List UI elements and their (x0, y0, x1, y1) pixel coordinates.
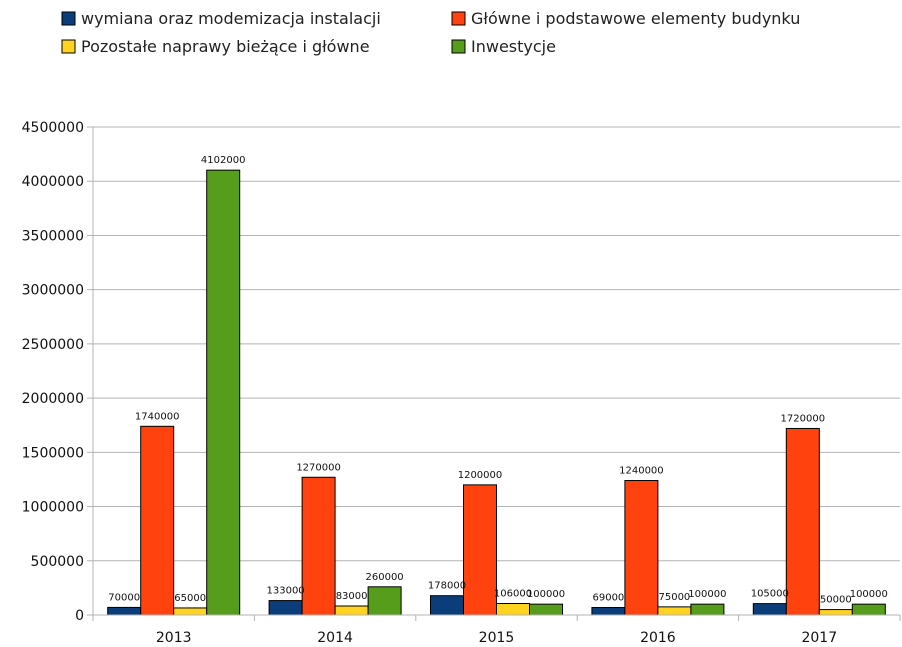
data-label: 1740000 (135, 411, 180, 422)
legend-swatch-2 (451, 11, 466, 26)
bar-2013-series-4 (206, 169, 241, 616)
x-tick-label: 2016 (640, 630, 676, 646)
data-label: 1720000 (781, 413, 826, 424)
y-tick-label: 500000 (31, 554, 84, 570)
bar-2013-series-2 (140, 425, 175, 616)
data-label: 1270000 (296, 462, 341, 473)
bar-2014-series-3 (334, 605, 369, 616)
bar-2017-series-4 (851, 603, 886, 616)
bar-2016-series-3 (657, 606, 692, 616)
legend: wymiana oraz modemizacja instalacji Główn… (61, 9, 800, 56)
y-tick-label: 2500000 (22, 337, 84, 353)
bar-2014-series-2 (301, 476, 336, 616)
bar-2013-series-1 (107, 606, 142, 616)
bar-2017-series-3 (818, 609, 853, 616)
data-label: 1240000 (619, 466, 664, 477)
bar-2015-series-1 (430, 595, 464, 616)
data-label: 133000 (267, 586, 305, 597)
data-label: 106000 (494, 589, 532, 600)
data-label: 4102000 (201, 155, 246, 166)
y-tick-label: 1000000 (22, 500, 84, 516)
data-label: 105000 (751, 589, 789, 600)
bar-2015-series-2 (463, 484, 497, 616)
x-tick-label: 2017 (801, 630, 837, 646)
x-tick-label: 2014 (317, 630, 353, 646)
bar-2013-series-3 (173, 607, 208, 616)
y-tick-label: 4500000 (22, 120, 84, 136)
x-tick-label: 2015 (479, 630, 515, 646)
data-label: 178000 (428, 581, 466, 592)
bar-2014-series-1 (268, 600, 303, 616)
y-tick-label: 3000000 (22, 283, 84, 299)
bar-2017-series-2 (785, 427, 820, 616)
y-tick-label: 4000000 (22, 174, 84, 190)
data-label: 65000 (174, 593, 206, 604)
data-label: 100000 (688, 589, 726, 600)
data-label: 260000 (366, 572, 404, 583)
y-tick-label: 3500000 (22, 228, 84, 244)
data-label: 70000 (108, 592, 140, 603)
bar-2016-series-1 (591, 607, 626, 616)
legend-swatch-3 (61, 39, 76, 54)
data-label: 83000 (336, 591, 368, 602)
legend-label-1: wymiana oraz modemizacja instalacji (81, 9, 381, 28)
data-label: 1200000 (458, 470, 503, 481)
bar-2017-series-1 (752, 603, 787, 616)
legend-label-3: Pozostałe naprawy bieżące i główne (81, 37, 370, 56)
legend-swatch-4 (451, 39, 466, 54)
bar-2016-series-4 (690, 603, 725, 616)
data-label: 50000 (820, 595, 852, 606)
axes: 0 500000 1000000 1500000 2000000 2500000 30000… (22, 120, 901, 646)
legend-swatch-1 (61, 11, 76, 26)
data-label: 75000 (658, 592, 690, 603)
bar-2015-series-4 (529, 603, 563, 616)
legend-label-2: Główne i podstawowe elementy budynku (471, 9, 800, 28)
data-label: 69000 (592, 593, 624, 604)
data-labels: 70000 1740000 65000 4102000 133000 1270000 830… (108, 155, 888, 605)
y-tick-label: 2000000 (22, 391, 84, 407)
bars (107, 169, 886, 616)
y-tick-label: 1500000 (22, 445, 84, 461)
bar-2015-series-3 (496, 603, 530, 616)
y-tick-label: 0 (75, 608, 84, 624)
data-label: 100000 (527, 589, 565, 600)
legend-label-4: Inwestycje (471, 37, 556, 56)
data-label: 100000 (850, 589, 888, 600)
x-tick-label: 2013 (156, 630, 192, 646)
bar-2014-series-4 (367, 586, 402, 616)
bar-2016-series-2 (624, 480, 659, 616)
